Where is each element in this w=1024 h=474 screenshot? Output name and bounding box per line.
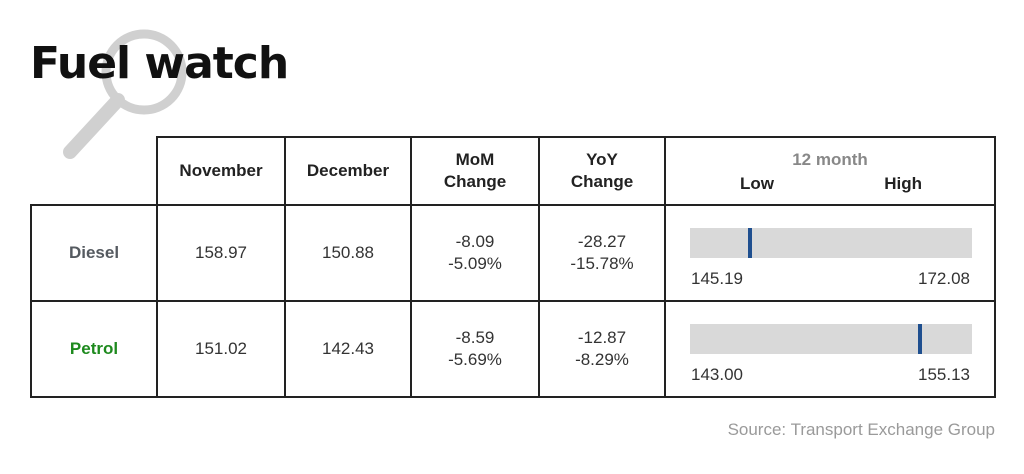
diesel-yoy-pct: -15.78% [570, 254, 634, 273]
petrol-range-track [690, 324, 972, 354]
diesel-december: 150.88 [284, 204, 412, 302]
header-yoy-change: YoY Change [538, 136, 666, 206]
header-november: November [156, 136, 286, 206]
diesel-mom-abs: -8.09 [455, 232, 495, 251]
header-12-month: 12 month Low High [664, 136, 996, 206]
table-row-diesel: Diesel 158.97 150.88 -8.09 -5.09% -28.27… [30, 204, 996, 302]
header-high: High [884, 174, 922, 193]
magnifier-icon [63, 29, 187, 159]
header-yoy-line2: Change [570, 172, 634, 191]
fuel-table: November December MoM Change YoY Change … [30, 136, 996, 398]
header-december: December [284, 136, 412, 206]
petrol-range-marker [918, 324, 923, 354]
header-12-month-title: 12 month [792, 150, 868, 169]
diesel-mom: -8.09 -5.09% [410, 204, 540, 302]
diesel-november: 158.97 [156, 204, 286, 302]
diesel-range-low: 145.19 [691, 269, 743, 288]
petrol-yoy-pct: -8.29% [575, 350, 629, 369]
header-mom-line1: MoM [455, 150, 495, 169]
petrol-mom: -8.59 -5.69% [410, 300, 540, 398]
petrol-range-cell: 143.00 155.13 [664, 300, 996, 398]
table-row-petrol: Petrol 151.02 142.43 -8.59 -5.69% -12.87… [30, 300, 996, 398]
table-header-row: November December MoM Change YoY Change … [31, 136, 996, 206]
petrol-range-low: 143.00 [691, 365, 743, 384]
petrol-yoy: -12.87 -8.29% [538, 300, 666, 398]
fuel-label-diesel: Diesel [30, 204, 158, 302]
petrol-december: 142.43 [284, 300, 412, 398]
page-title: Fuel watch [30, 38, 289, 89]
header-low: Low [740, 174, 774, 193]
corner-cell [31, 137, 158, 206]
header-mom-change: MoM Change [410, 136, 540, 206]
petrol-november: 151.02 [156, 300, 286, 398]
diesel-range-marker [747, 228, 752, 258]
diesel-yoy-abs: -28.27 [577, 232, 627, 251]
petrol-range-high: 155.13 [918, 365, 970, 384]
diesel-range-high: 172.08 [918, 269, 970, 288]
petrol-mom-abs: -8.59 [455, 328, 495, 347]
diesel-mom-pct: -5.09% [448, 254, 502, 273]
diesel-range-track [690, 228, 972, 258]
source-note: Source: Transport Exchange Group [727, 420, 995, 439]
petrol-mom-pct: -5.69% [448, 350, 502, 369]
diesel-range-cell: 145.19 172.08 [664, 204, 996, 302]
header-yoy-line1: YoY [586, 150, 618, 169]
petrol-yoy-abs: -12.87 [577, 328, 627, 347]
fuel-label-petrol: Petrol [30, 300, 158, 398]
diesel-yoy: -28.27 -15.78% [538, 204, 666, 302]
header-mom-line2: Change [443, 172, 507, 191]
